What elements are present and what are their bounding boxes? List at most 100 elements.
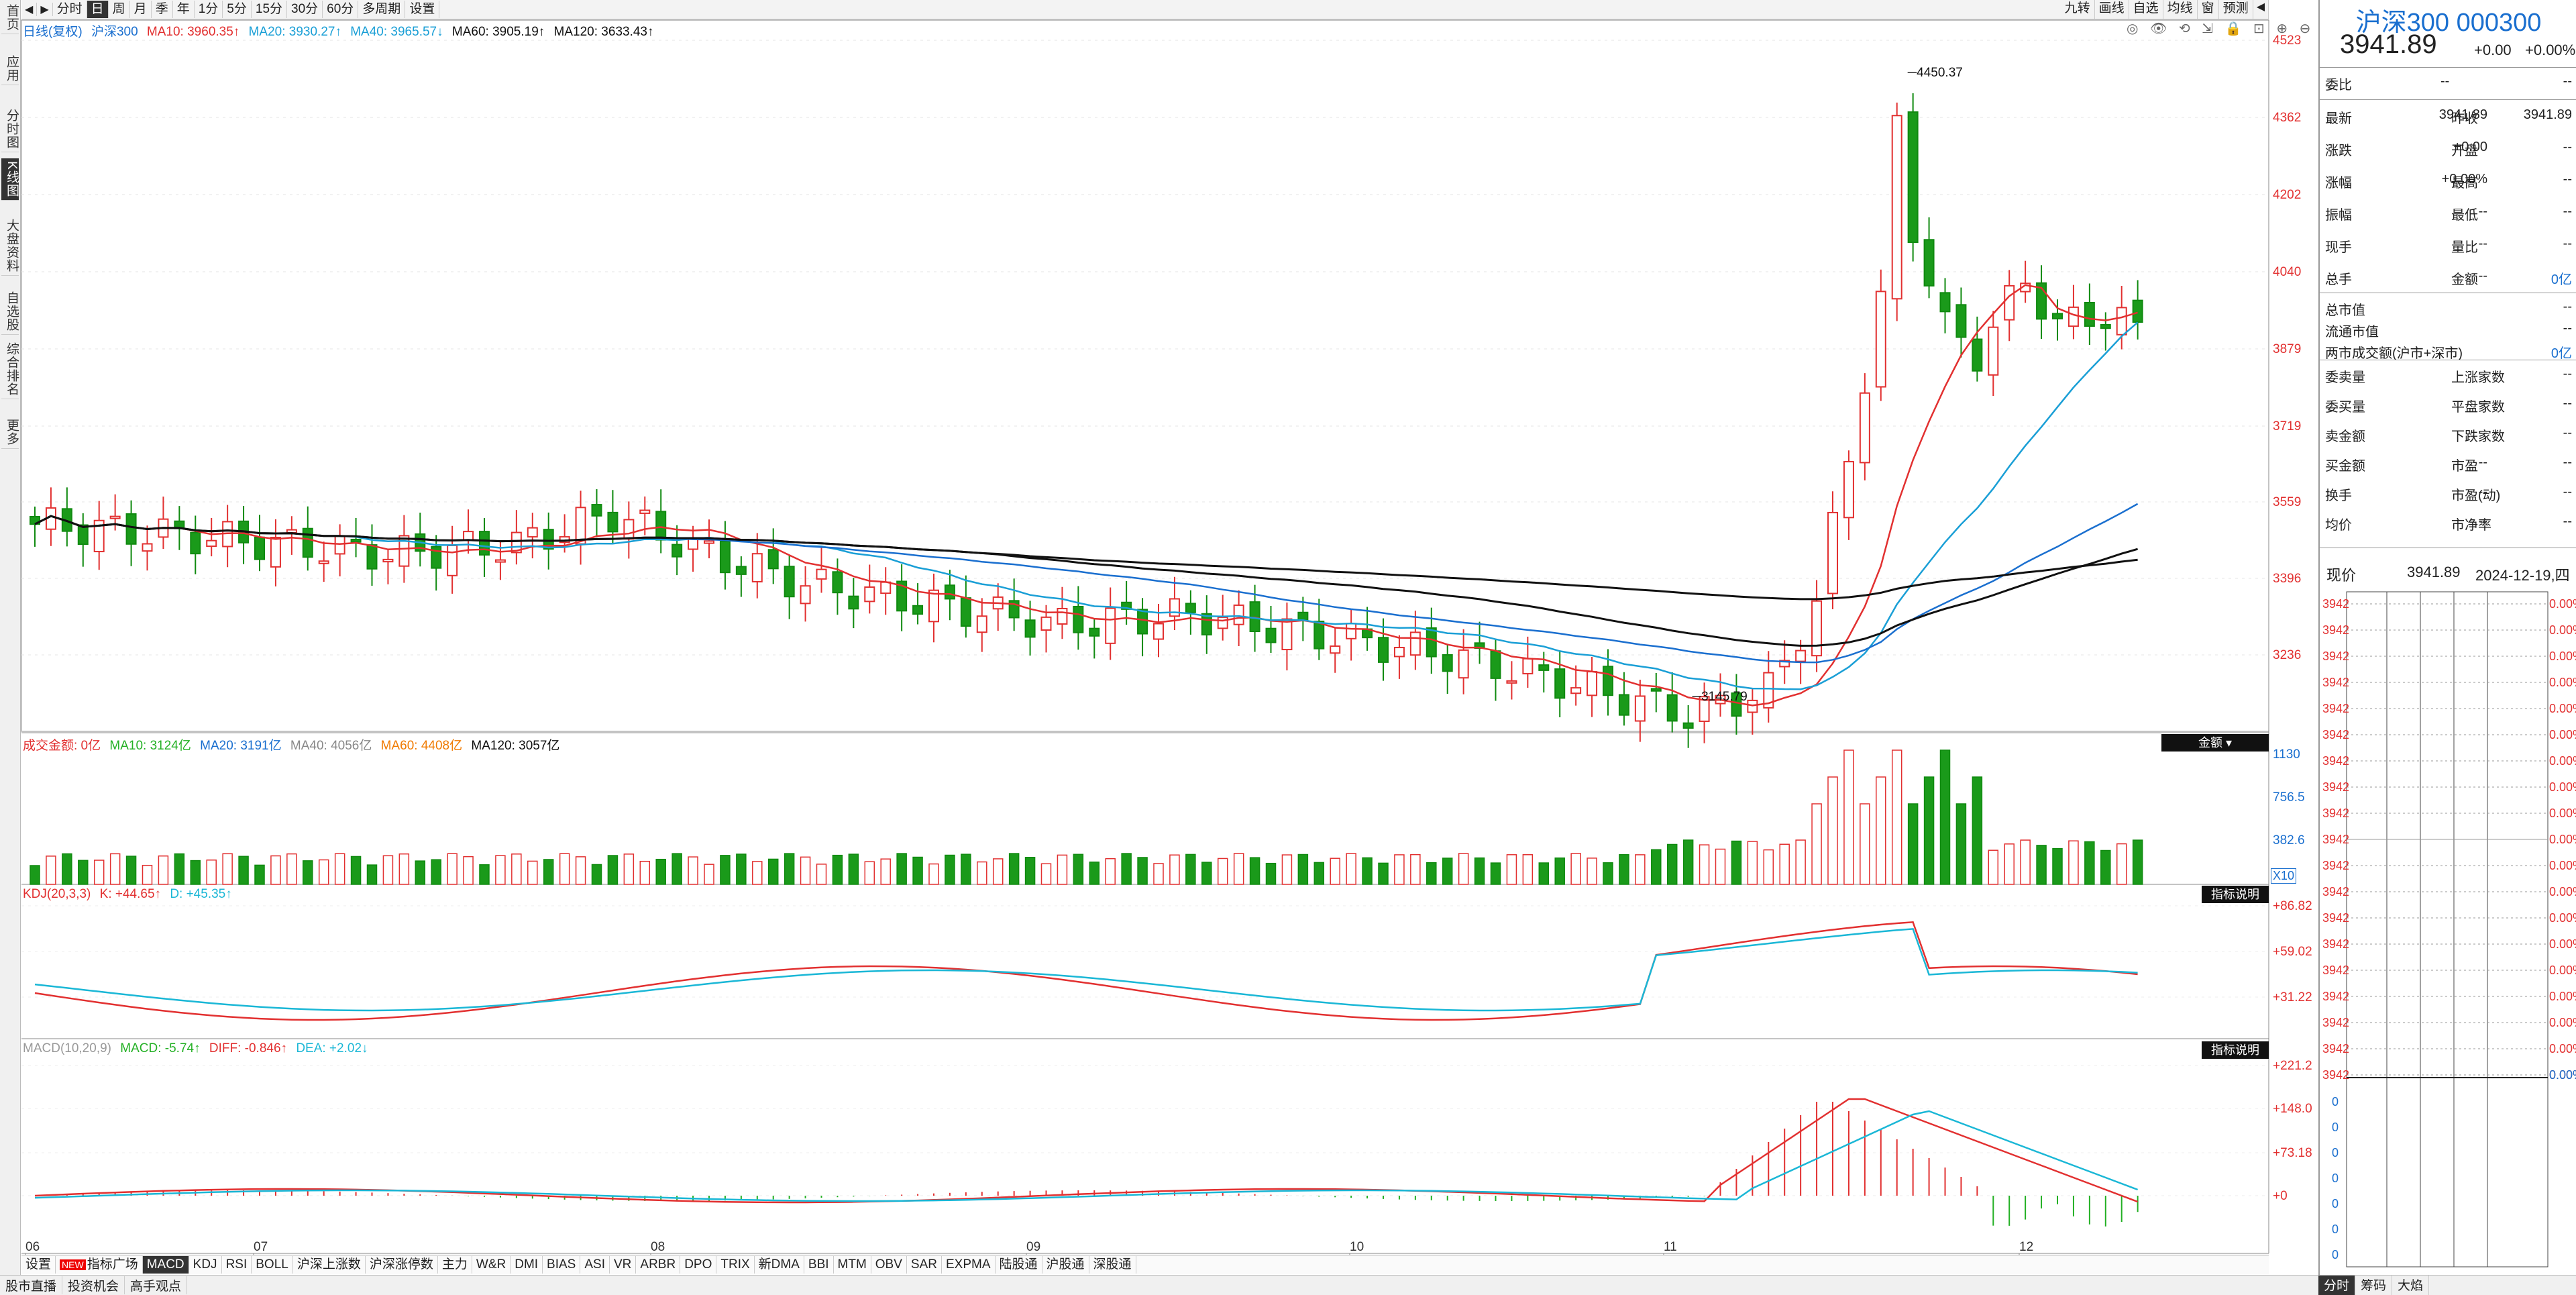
leftbar-item-4[interactable]: 大盘资料 (1, 216, 19, 276)
mini-timeshare-chart[interactable]: 3942 0.00% 3942 0.00% 3942 0.00% 3942 0.00% 3942… (2320, 590, 2576, 1275)
toolbar-tool-2[interactable]: 自选 (2129, 0, 2163, 19)
collapse-arrow-icon[interactable]: ◀ (2253, 0, 2269, 19)
indicator-tab-17[interactable]: 新DMA (755, 1256, 804, 1274)
period-btn-12[interactable]: 设置 (405, 1, 440, 18)
quote-value: -- (2563, 366, 2572, 381)
stock-title[interactable]: 沪深300 000300 (2355, 9, 2542, 37)
indicator-tab-4[interactable]: RSI (222, 1256, 252, 1274)
period-btn-10[interactable]: 60分 (323, 1, 359, 18)
prev-arrow-icon[interactable]: ◀ (21, 3, 38, 16)
indicator-tab-13[interactable]: VR (610, 1256, 637, 1274)
period-btn-6[interactable]: 1分 (195, 1, 223, 18)
indicator-tab-label: 新DMA (758, 1257, 800, 1272)
period-btn-11[interactable]: 多周期 (358, 1, 406, 18)
quote-value: -- (2478, 396, 2487, 411)
macd-axis-label: +148.0 (2273, 1102, 2312, 1116)
toolbar-tool-4[interactable]: 窗 (2198, 0, 2219, 19)
period-btn-9[interactable]: 30分 (287, 1, 323, 18)
candle-body (431, 546, 442, 569)
candle-body (1731, 692, 1742, 717)
candle-body (2132, 299, 2143, 323)
period-btn-4[interactable]: 季 (152, 1, 173, 18)
candle-body (382, 558, 394, 563)
indicator-tab-25[interactable]: 深股通 (1089, 1256, 1136, 1274)
period-btn-7[interactable]: 5分 (223, 1, 252, 18)
volume-bar (495, 855, 506, 885)
indicator-tab-14[interactable]: ARBR (636, 1256, 681, 1274)
period-btn-2[interactable]: 周 (109, 1, 130, 18)
indicator-tab-9[interactable]: W&R (472, 1256, 511, 1274)
indicator-tab-21[interactable]: SAR (907, 1256, 942, 1274)
ma10-line (34, 284, 2138, 707)
indicator-tab-7[interactable]: 沪深涨停数 (366, 1256, 438, 1274)
indicator-tab-10[interactable]: DMI (511, 1256, 543, 1274)
toolbar-tool-3[interactable]: 均线 (2163, 0, 2198, 19)
volume-bar (1089, 862, 1100, 885)
next-arrow-icon[interactable]: ▶ (37, 3, 53, 16)
volume-unit-select[interactable]: 金额 ▾ (2161, 734, 2269, 752)
chart-tool-icons[interactable]: ◎ 👁 ⟲ ⇲ 🔒 ⊡ ⊕ ⊖ (2127, 21, 2315, 36)
leftbar-item-0[interactable]: 首页 (1, 1, 19, 34)
period-btn-5[interactable]: 年 (173, 1, 195, 18)
indicator-tab-12[interactable]: ASI (580, 1256, 610, 1274)
indicator-tab-24[interactable]: 沪股通 (1042, 1256, 1089, 1274)
indicator-tab-22[interactable]: EXPMA (942, 1256, 996, 1274)
indicator-tab-19[interactable]: MTM (834, 1256, 871, 1274)
indicator-tab-15[interactable]: DPO (680, 1256, 717, 1274)
leftbar-item-6[interactable]: 综合排名 (1, 340, 19, 399)
indicator-tab-23[interactable]: 陆股通 (996, 1256, 1042, 1274)
candle-body (447, 544, 458, 576)
indicator-tab-6[interactable]: 沪深上涨数 (293, 1256, 366, 1274)
toolbar-tool-5[interactable]: 预测 (2219, 0, 2253, 19)
indicator-tab-5[interactable]: BOLL (252, 1256, 293, 1274)
panel-tab-0[interactable]: 分时 (2318, 1276, 2356, 1295)
mini-pct-label: 0.00% (2549, 911, 2576, 925)
quote-value: -- (2478, 425, 2487, 440)
status-item-0[interactable]: 股市直播 (0, 1276, 63, 1294)
panel-tab-1[interactable]: 筹码 (2355, 1276, 2393, 1295)
indicator-tab-label: 沪深上涨数 (297, 1257, 361, 1272)
quote-value: -- (2563, 484, 2572, 499)
period-btn-1[interactable]: 日 (87, 1, 109, 18)
indicator-tab-2[interactable]: MACD (142, 1256, 189, 1274)
candle-body (751, 553, 763, 582)
leftbar-item-7[interactable]: 更多 (1, 416, 19, 449)
indicator-tab-8[interactable]: 主力 (438, 1256, 472, 1274)
status-item-2[interactable]: 高手观点 (125, 1276, 188, 1294)
candle-body (1121, 601, 1132, 610)
indicator-tab-20[interactable]: OBV (871, 1256, 907, 1274)
candle-body (1024, 619, 1036, 638)
candle-body (1313, 621, 1325, 650)
indicator-tab-0[interactable]: 设置 (21, 1256, 56, 1274)
status-item-1[interactable]: 投资机会 (62, 1276, 125, 1294)
kdj-help-button[interactable]: 指标说明 (2202, 886, 2269, 903)
mini-pct-label: 0.00% (2549, 1042, 2576, 1055)
leftbar-item-2[interactable]: 分时图 (1, 106, 19, 152)
period-btn-0[interactable]: 分时 (53, 1, 87, 18)
indicator-tab-16[interactable]: TRIX (716, 1256, 755, 1274)
macd-help-button[interactable]: 指标说明 (2202, 1041, 2269, 1059)
volume-bar (1121, 853, 1132, 885)
quote-value: -- (2478, 366, 2487, 381)
kline-chart[interactable]: 4523436242024040387937193559339632361130… (0, 0, 2318, 1275)
leftbar-item-3[interactable]: K线图 (1, 158, 19, 201)
candle-body (912, 605, 924, 615)
period-btn-8[interactable]: 15分 (252, 1, 288, 18)
leftbar-item-1[interactable]: 应用 (1, 52, 19, 85)
mini-price-label: 3942 (2322, 937, 2349, 951)
leftbar-item-5[interactable]: 自选股 (1, 289, 19, 335)
indicator-tab-11[interactable]: BIAS (543, 1256, 581, 1274)
panel-tab-2[interactable]: 大焰 (2392, 1276, 2430, 1295)
candle-body (800, 585, 811, 605)
indicator-tab-18[interactable]: BBI (804, 1256, 834, 1274)
candle-body (270, 536, 281, 568)
candle-body (607, 511, 619, 533)
high-annotation: ─4450.37 (1907, 66, 1963, 80)
indicator-tab-1[interactable]: NEW 指标广场 (56, 1256, 143, 1274)
indicator-tab-3[interactable]: KDJ (189, 1256, 222, 1274)
period-btn-3[interactable]: 月 (130, 1, 152, 18)
toolbar-tool-0[interactable]: 九转 (2061, 0, 2095, 19)
candle-body (1827, 511, 1838, 594)
toolbar-tool-1[interactable]: 画线 (2095, 0, 2129, 19)
price-axis-label: 3236 (2273, 648, 2301, 662)
